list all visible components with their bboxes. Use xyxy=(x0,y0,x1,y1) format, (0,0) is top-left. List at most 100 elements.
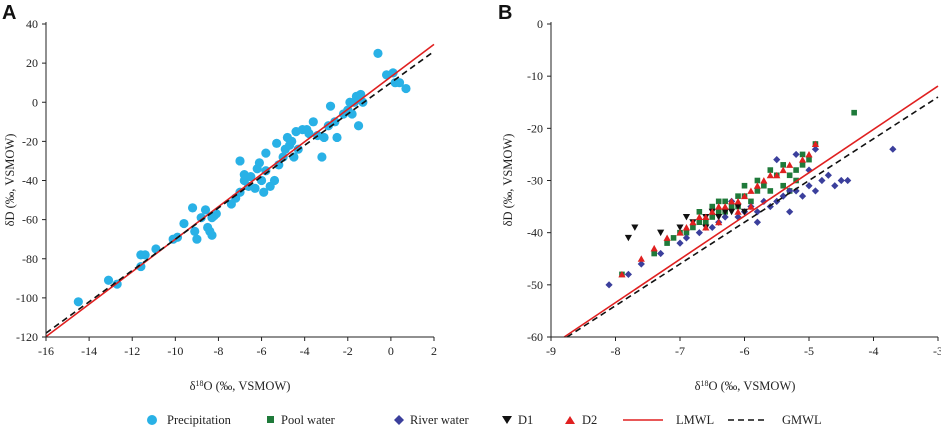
panel-b-point-d2 xyxy=(695,213,703,221)
panel-a-point-precipitation xyxy=(259,187,269,197)
panel-b-point-river xyxy=(734,213,742,221)
panel-b-point-river xyxy=(753,208,761,216)
panel-b-y-tick-label: -30 xyxy=(527,174,543,188)
panel-b-point-pool xyxy=(780,182,786,189)
panel-b-x-tick-label: -5 xyxy=(804,344,814,358)
panel-b-point-d2 xyxy=(637,255,645,262)
panel-b-point-d1 xyxy=(676,224,684,231)
panel-b-point-pool xyxy=(761,182,767,189)
panel-b-point-d2 xyxy=(734,208,742,215)
panel-a-point-precipitation xyxy=(250,183,260,193)
panel-b-axes: -9 -8 -7 -6 -5 -4 -3 -60 -50 -40 -30 -20 -10 0 xyxy=(527,17,941,358)
legend-marker-precipitation xyxy=(147,415,157,425)
panel-b-point-river xyxy=(637,260,645,268)
panel-b-series-d2 xyxy=(618,140,820,278)
panel-a-x-tick-label: 2 xyxy=(431,344,437,358)
panel-b-point-pool xyxy=(799,151,806,158)
panel-b-point-d2 xyxy=(650,244,658,252)
panel-a-point-precipitation xyxy=(308,117,318,127)
panel-b-point-pool xyxy=(735,193,741,199)
panel-b-point-d2 xyxy=(760,177,768,184)
panel-a-y-tick-label: -20 xyxy=(22,134,38,148)
panel-b-series-river xyxy=(605,145,897,289)
panel-b-x-tick-label: -7 xyxy=(675,344,685,358)
panel-b-point-pool xyxy=(670,235,677,241)
panel-b-point-d2 xyxy=(715,203,723,210)
panel-b-point-pool xyxy=(754,177,761,184)
panel-b-y-tick-label: -60 xyxy=(527,330,543,344)
panel-b-point-d2 xyxy=(740,192,749,200)
panel-a-point-precipitation xyxy=(319,132,329,143)
panel-b-point-river xyxy=(624,270,632,278)
panel-a-point-precipitation xyxy=(140,250,150,260)
panel-b-line-gmwl xyxy=(566,96,939,338)
panel-a-point-precipitation xyxy=(332,132,342,143)
panel-b-point-river xyxy=(708,223,716,232)
panel-a-point-precipitation xyxy=(394,78,405,88)
panel-b-point-river xyxy=(844,176,852,185)
panel-a-point-precipitation xyxy=(179,218,189,229)
panel-b-point-d2 xyxy=(773,171,781,179)
panel-a-y-tick-label: 20 xyxy=(26,56,38,70)
panel-a-line-lmwl xyxy=(45,43,435,338)
panel-a-point-precipitation xyxy=(261,148,271,158)
panel-b-point-river xyxy=(657,249,665,258)
panel-b-point-d2 xyxy=(779,166,787,174)
panel-a-point-precipitation xyxy=(325,101,336,111)
panel-a-point-precipitation xyxy=(190,226,200,236)
panel-a-y-tick-label: -80 xyxy=(22,252,38,266)
panel-b-line-lmwl xyxy=(563,85,939,338)
panel-b-point-pool xyxy=(709,214,716,220)
legend-label-d1: D1 xyxy=(518,413,533,427)
panel-b-point-pool xyxy=(786,172,793,179)
panel-a-y-tick-label: -60 xyxy=(22,213,38,227)
panel-b-point-d2 xyxy=(766,171,774,179)
panel-a-lines xyxy=(45,43,435,338)
panel-b-point-d2 xyxy=(811,140,820,147)
legend-label-precipitation: Precipitation xyxy=(167,413,232,427)
panel-b-point-d1 xyxy=(734,203,742,210)
panel-a-point-precipitation xyxy=(401,83,411,94)
panel-b-point-d2 xyxy=(786,161,794,168)
panel-b-point-d2 xyxy=(663,234,671,241)
panel-b-y-tick-label: -10 xyxy=(527,69,543,83)
panel-b-y-tick-label: -40 xyxy=(527,226,543,240)
panel-b-plot: -9 -8 -7 -6 -5 -4 -3 -60 -50 -40 -30 -20 -10 0 xyxy=(527,17,941,358)
panel-b-point-d2 xyxy=(702,213,710,221)
panel-b-point-pool xyxy=(799,162,806,168)
panel-b-point-river xyxy=(779,192,787,200)
panel-a-point-precipitation xyxy=(356,89,366,100)
legend-marker-pool xyxy=(267,416,274,423)
panel-a-point-precipitation xyxy=(254,158,264,168)
panel-b-point-d2 xyxy=(721,203,729,210)
panel-b-point-d2 xyxy=(702,224,710,231)
panel-b-point-river xyxy=(889,145,897,153)
panel-letter-b: B xyxy=(498,2,512,24)
panel-a-x-tick-label: -10 xyxy=(167,344,183,358)
legend-label-d2: D2 xyxy=(582,413,597,427)
panel-b-point-river xyxy=(831,182,839,190)
panel-a-x-tick-label: -16 xyxy=(38,344,54,358)
panel-a-y-tick-label: -120 xyxy=(16,330,38,344)
panel-b-point-river xyxy=(786,187,794,195)
panel-a-y-tick-label: 0 xyxy=(32,95,38,109)
panel-a-point-precipitation xyxy=(317,152,327,162)
panel-b-point-river xyxy=(605,281,613,289)
panel-b-point-pool xyxy=(793,167,799,173)
panel-b-point-d2 xyxy=(708,208,716,215)
legend: Precipitation Pool water River water D1 … xyxy=(147,413,822,427)
panel-b-x-tick-label: -9 xyxy=(546,344,556,358)
panel-b-point-d2 xyxy=(682,224,691,231)
panel-b-point-river xyxy=(676,239,684,247)
panel-a-y-tick-label: 40 xyxy=(26,17,38,31)
panel-b-point-pool xyxy=(683,229,690,236)
panel-a-ylabel: δD (‰, VSMOW) xyxy=(3,134,17,227)
panel-b-xlabel: δ18O (‰, VSMOW) xyxy=(695,379,796,394)
legend-label-gmwl: GMWL xyxy=(782,413,822,427)
panel-a-xlabel: δ18O (‰, VSMOW) xyxy=(190,379,291,394)
panel-b-point-river xyxy=(753,218,761,226)
panel-a-point-precipitation xyxy=(187,203,198,213)
panel-b-point-river xyxy=(824,171,832,179)
panel-b-point-river xyxy=(760,197,768,205)
panel-b-point-pool xyxy=(728,203,735,210)
